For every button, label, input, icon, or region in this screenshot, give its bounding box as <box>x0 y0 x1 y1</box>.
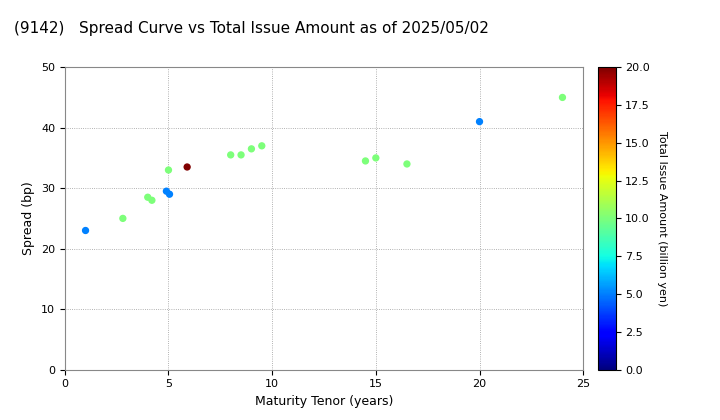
Point <box>161 188 172 194</box>
Point <box>181 164 193 171</box>
Text: (9142)   Spread Curve vs Total Issue Amount as of 2025/05/02: (9142) Spread Curve vs Total Issue Amoun… <box>14 21 490 36</box>
Point <box>225 152 236 158</box>
Point <box>370 155 382 161</box>
Point <box>142 194 153 201</box>
Point <box>80 227 91 234</box>
Point <box>235 152 247 158</box>
Point <box>474 118 485 125</box>
Point <box>401 160 413 167</box>
Y-axis label: Spread (bp): Spread (bp) <box>22 181 35 255</box>
Point <box>117 215 129 222</box>
X-axis label: Maturity Tenor (years): Maturity Tenor (years) <box>255 395 393 408</box>
Y-axis label: Total Issue Amount (billion yen): Total Issue Amount (billion yen) <box>657 131 667 306</box>
Point <box>557 94 568 101</box>
Point <box>146 197 158 204</box>
Point <box>246 145 257 152</box>
Point <box>163 191 175 197</box>
Point <box>256 142 268 149</box>
Point <box>360 158 372 164</box>
Point <box>163 167 174 173</box>
